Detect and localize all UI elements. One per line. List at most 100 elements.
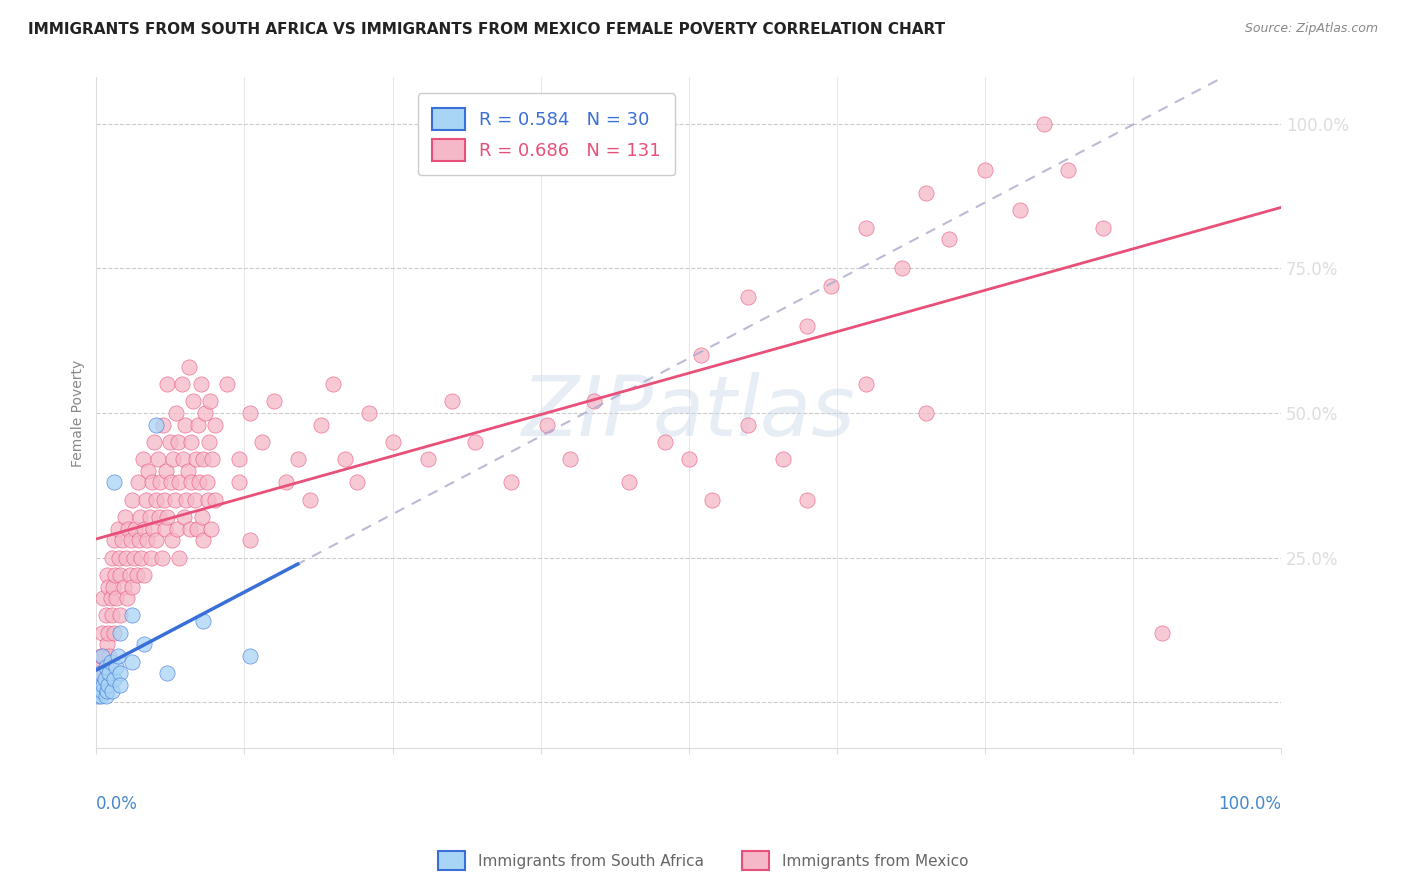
Point — [183, 394, 205, 409]
Point — [855, 220, 877, 235]
Point — [86, 690, 108, 704]
Point — [100, 550, 122, 565]
Point — [169, 475, 191, 490]
Point — [464, 434, 486, 449]
Point — [156, 377, 179, 392]
Point — [198, 434, 221, 449]
Point — [145, 417, 167, 432]
Point — [122, 550, 145, 565]
Point — [108, 568, 131, 582]
Point — [153, 522, 176, 536]
Y-axis label: Female Poverty: Female Poverty — [72, 359, 86, 467]
Point — [97, 625, 120, 640]
Point — [97, 580, 120, 594]
Point — [191, 614, 214, 628]
Point — [115, 550, 138, 565]
Point — [108, 608, 131, 623]
Point — [796, 492, 818, 507]
Point — [91, 683, 114, 698]
Point — [150, 550, 173, 565]
Point — [153, 492, 176, 507]
Point — [198, 394, 221, 409]
Point — [197, 492, 219, 507]
Point — [96, 568, 118, 582]
Point — [322, 377, 344, 392]
Point — [101, 580, 124, 594]
Point — [91, 625, 114, 640]
Point — [91, 648, 114, 663]
Point — [165, 406, 187, 420]
Point — [93, 678, 115, 692]
Point — [87, 660, 110, 674]
Point — [162, 452, 184, 467]
Point — [121, 580, 143, 594]
Text: 0.0%: 0.0% — [97, 796, 138, 814]
Point — [156, 510, 179, 524]
Point — [582, 394, 605, 409]
Point — [143, 434, 166, 449]
Point — [890, 261, 912, 276]
Point — [103, 672, 125, 686]
Point — [239, 533, 262, 548]
Point — [149, 475, 172, 490]
Point — [536, 417, 558, 432]
Point — [159, 434, 181, 449]
Point — [357, 406, 380, 420]
Point — [90, 690, 112, 704]
Point — [914, 186, 936, 201]
Point — [131, 550, 153, 565]
Point — [136, 533, 159, 548]
Point — [187, 417, 209, 432]
Point — [560, 452, 582, 467]
Point — [820, 278, 842, 293]
Point — [855, 377, 877, 392]
Point — [195, 475, 218, 490]
Point — [190, 377, 212, 392]
Point — [298, 492, 321, 507]
Point — [98, 648, 121, 663]
Point — [156, 666, 179, 681]
Point — [166, 522, 188, 536]
Point — [938, 232, 960, 246]
Point — [129, 510, 152, 524]
Point — [94, 608, 117, 623]
Point — [381, 434, 404, 449]
Point — [228, 452, 250, 467]
Point — [311, 417, 333, 432]
Point — [287, 452, 309, 467]
Text: IMMIGRANTS FROM SOUTH AFRICA VS IMMIGRANTS FROM MEXICO FEMALE POVERTY CORRELATIO: IMMIGRANTS FROM SOUTH AFRICA VS IMMIGRAN… — [28, 22, 945, 37]
Point — [124, 522, 146, 536]
Point — [416, 452, 439, 467]
Point — [1033, 117, 1056, 131]
Point — [91, 666, 114, 681]
Point — [96, 637, 118, 651]
Point — [118, 568, 141, 582]
Point — [108, 625, 131, 640]
Point — [174, 417, 197, 432]
Point — [152, 417, 174, 432]
Point — [127, 475, 149, 490]
Point — [689, 348, 711, 362]
Point — [103, 475, 125, 490]
Point — [186, 522, 208, 536]
Point — [132, 637, 155, 651]
Point — [179, 522, 201, 536]
Point — [333, 452, 356, 467]
Legend: Immigrants from South Africa, Immigrants from Mexico: Immigrants from South Africa, Immigrants… — [432, 846, 974, 876]
Point — [142, 522, 165, 536]
Point — [163, 492, 186, 507]
Text: ZIPatlas: ZIPatlas — [522, 373, 855, 453]
Point — [86, 683, 108, 698]
Point — [239, 648, 262, 663]
Point — [274, 475, 297, 490]
Point — [440, 394, 463, 409]
Point — [191, 533, 214, 548]
Point — [128, 533, 150, 548]
Point — [1152, 625, 1174, 640]
Point — [100, 655, 122, 669]
Point — [204, 492, 226, 507]
Point — [103, 533, 125, 548]
Point — [111, 533, 134, 548]
Point — [107, 648, 129, 663]
Point — [654, 434, 676, 449]
